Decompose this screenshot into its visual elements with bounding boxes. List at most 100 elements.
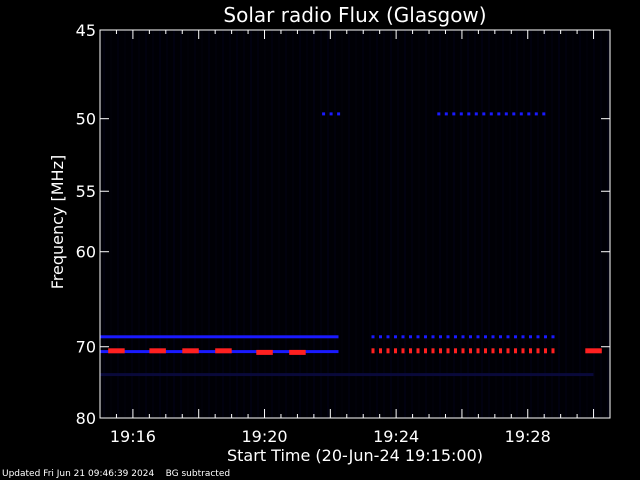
feature-lower-band (100, 373, 594, 377)
background-streak (348, 30, 350, 418)
background-streak (299, 30, 301, 418)
feature-dot (506, 348, 510, 354)
feature-dotted-band (322, 112, 341, 116)
feature-dot (476, 335, 480, 339)
background-streak (544, 30, 546, 418)
feature-dot (499, 348, 502, 354)
background-streak (495, 30, 497, 418)
feature-dot (504, 112, 508, 116)
background-streak (138, 30, 140, 418)
chart-title: Solar radio Flux (Glasgow) (223, 3, 486, 27)
background-streak (201, 30, 203, 418)
feature-dot (371, 348, 375, 354)
background-streak (320, 30, 322, 418)
feature-dotted-band (371, 335, 555, 339)
feature-dot (506, 335, 510, 339)
feature-dot (544, 335, 547, 339)
x-axis-label: Start Time (20-Jun-24 19:15:00) (227, 446, 483, 465)
feature-dot (529, 348, 532, 354)
background-streak (607, 30, 609, 418)
background-streak (145, 30, 147, 418)
background-streak (159, 30, 161, 418)
feature-hot-segment (108, 348, 125, 354)
background-streak (271, 30, 273, 418)
background-note: BG subtracted (165, 469, 231, 479)
background-streak (103, 30, 105, 418)
background-streak (579, 30, 581, 418)
updated-timestamp: Updated Fri Jun 21 09:46:39 2024 (2, 469, 155, 479)
background-streak (474, 30, 476, 418)
axes: 45 50 55 60 70 80 19:16 19:20 19:24 19:28 (76, 21, 611, 446)
background-streak (124, 30, 126, 418)
background-streak (355, 30, 357, 418)
background-streak (572, 30, 574, 418)
background-streak (243, 30, 245, 418)
background-streak (446, 30, 448, 418)
feature-dot (386, 348, 390, 354)
feature-dot (476, 348, 480, 354)
feature-dot (409, 335, 412, 339)
feature-dot (527, 112, 531, 116)
background-streak (341, 30, 343, 418)
background-streak (432, 30, 434, 418)
feature-dot (379, 335, 382, 339)
feature-dot (337, 112, 341, 116)
background-streak (131, 30, 133, 418)
background-streak (593, 30, 595, 418)
feature-dot (329, 112, 333, 116)
feature-dot (439, 335, 442, 339)
feature-hot-segment (182, 348, 199, 354)
background-streak (327, 30, 329, 418)
background-streak (257, 30, 259, 418)
background-streak (110, 30, 112, 418)
feature-dot (439, 348, 442, 354)
y-tick-label: 70 (76, 338, 96, 357)
feature-dot (542, 112, 546, 116)
background-streak (117, 30, 119, 418)
background-streak (383, 30, 385, 418)
feature-dot (536, 348, 540, 354)
feature-dot (514, 335, 517, 339)
background-streak (292, 30, 294, 418)
feature-right-segment (585, 348, 602, 354)
feature-dot (416, 348, 420, 354)
feature-dot (519, 112, 523, 116)
background-streak (558, 30, 560, 418)
feature-dot (431, 335, 435, 339)
feature-dot (371, 335, 375, 339)
background-streak (313, 30, 315, 418)
feature-dot (489, 112, 493, 116)
footer: Updated Fri Jun 21 09:46:39 2024 BG subt… (2, 469, 230, 480)
feature-dot (484, 335, 487, 339)
y-tick-label: 55 (76, 182, 96, 201)
feature-dot (424, 335, 427, 339)
background-streak (411, 30, 413, 418)
background-streak (523, 30, 525, 418)
background-streak (586, 30, 588, 418)
feature-dot (409, 348, 412, 354)
background-streak (600, 30, 602, 418)
background-streak (306, 30, 308, 418)
background-streak (481, 30, 483, 418)
background-streak (369, 30, 371, 418)
plot-area (100, 30, 610, 418)
feature-dot (484, 348, 487, 354)
x-tick-label: 19:20 (241, 427, 287, 446)
feature-dot (459, 112, 463, 116)
feature-dot (467, 112, 471, 116)
feature-dot (322, 112, 326, 116)
background-streak (516, 30, 518, 418)
background-streak (173, 30, 175, 418)
feature-dot (551, 335, 555, 339)
background-streak (397, 30, 399, 418)
feature-upper-band (100, 335, 339, 339)
feature-dot (544, 348, 547, 354)
feature-dot (437, 112, 441, 116)
feature-dot (474, 112, 478, 116)
feature-dot (497, 112, 501, 116)
background-streak (222, 30, 224, 418)
background-streak (453, 30, 455, 418)
background-streak (376, 30, 378, 418)
feature-dot (521, 348, 525, 354)
